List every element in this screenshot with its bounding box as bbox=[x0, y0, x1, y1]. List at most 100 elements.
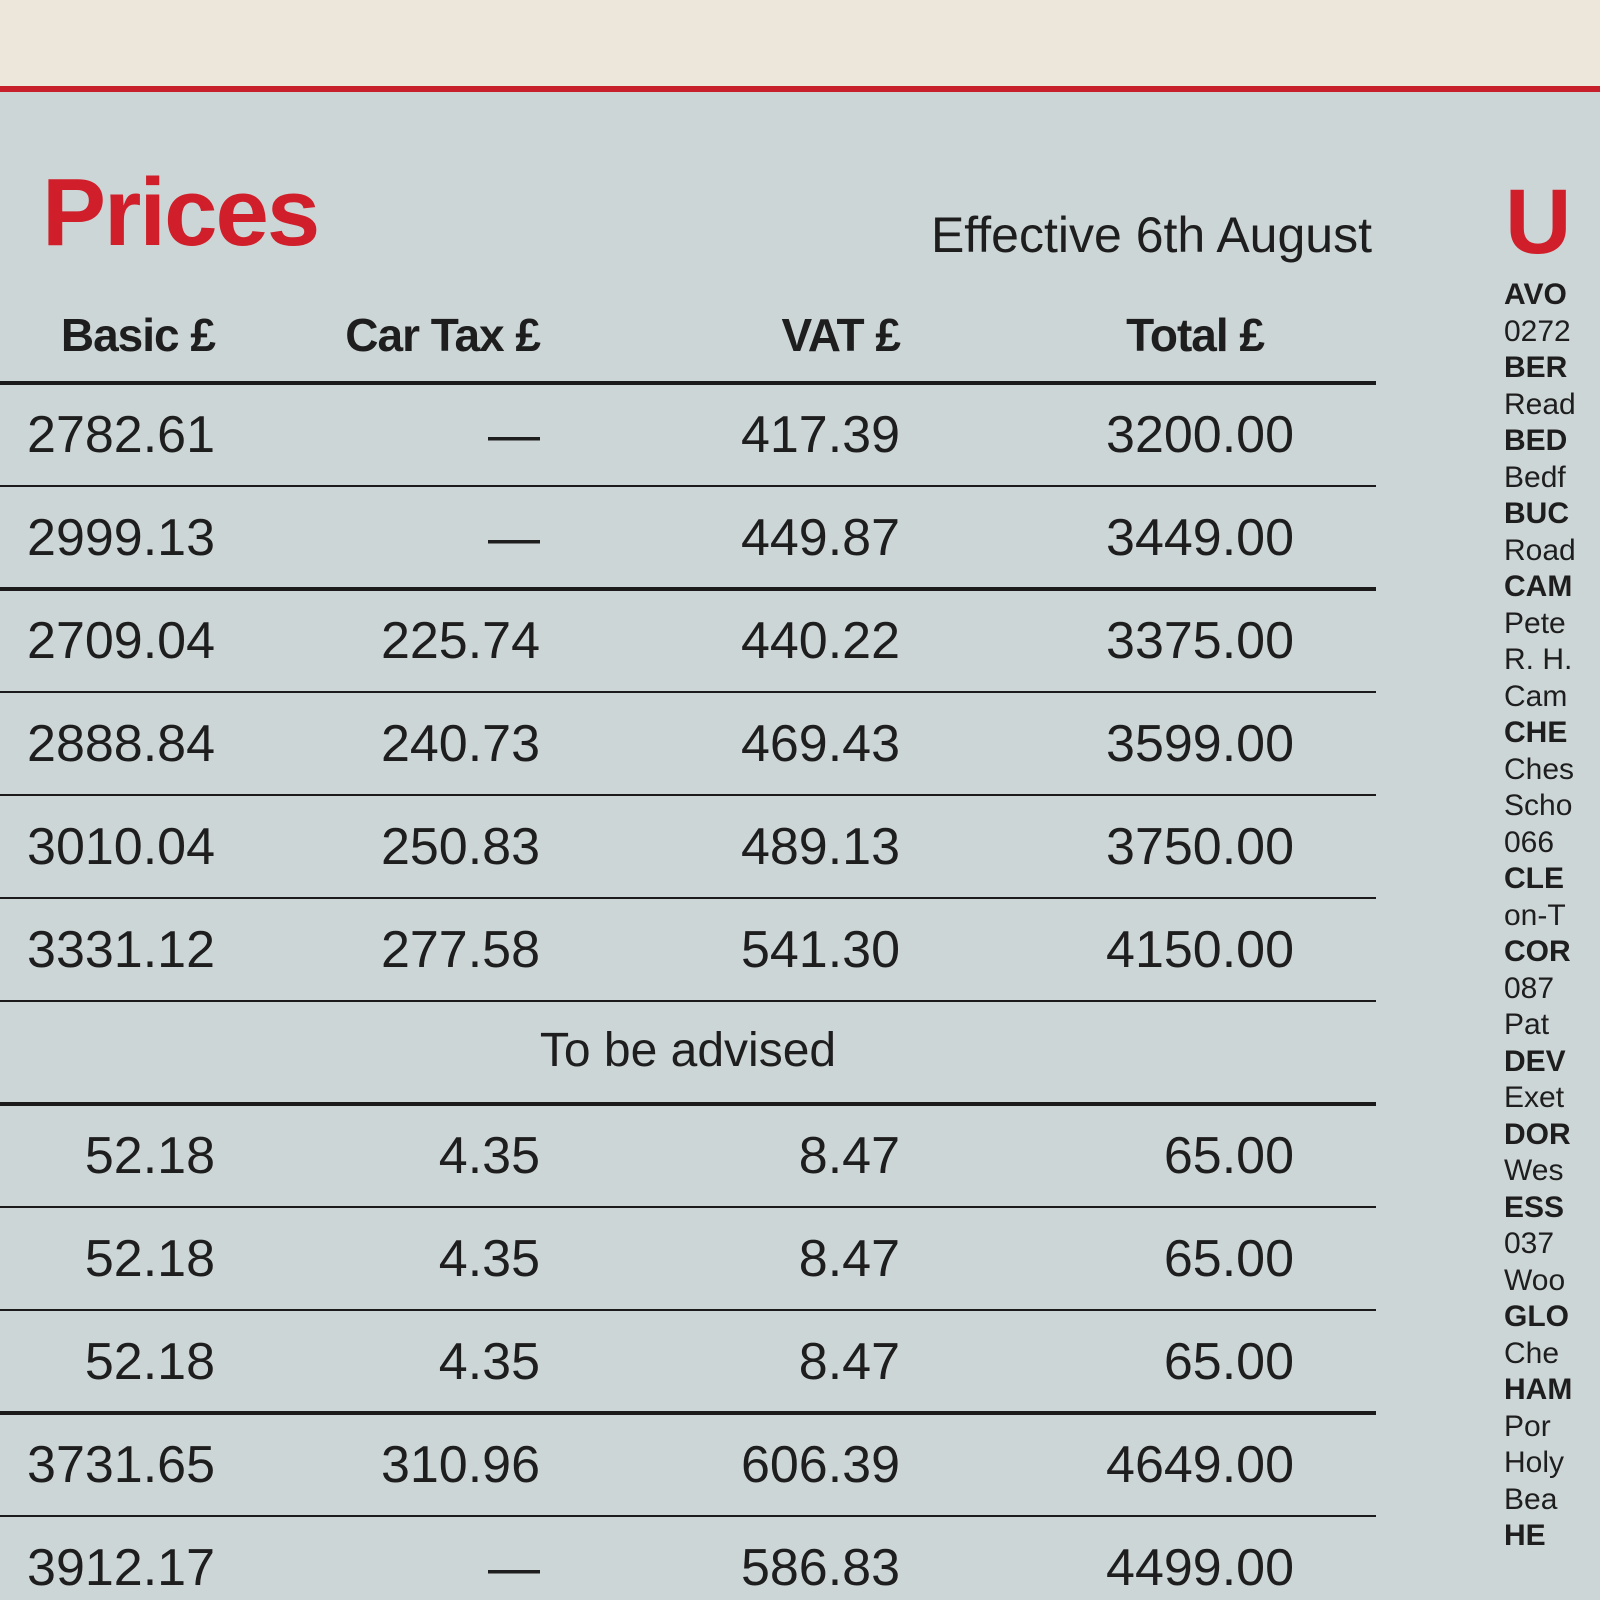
cell: 4150.00 bbox=[1106, 920, 1294, 979]
effective-date: Effective 6th August bbox=[930, 207, 1372, 263]
cell: 4.35 bbox=[438, 1229, 540, 1288]
cell: 2782.61 bbox=[27, 405, 215, 464]
sidebar-entry: Pat bbox=[1504, 1008, 1550, 1041]
sidebar-entry: Bea bbox=[1504, 1482, 1558, 1516]
cell: — bbox=[488, 1538, 540, 1597]
cell: 3449.00 bbox=[1106, 508, 1294, 567]
cell: 3912.17 bbox=[27, 1538, 215, 1597]
cell: 3599.00 bbox=[1106, 714, 1294, 773]
sidebar-entry: Bedf bbox=[1504, 460, 1566, 494]
thin-rule bbox=[0, 1206, 1376, 1208]
sidebar-entry: AVO bbox=[1504, 278, 1567, 311]
cell: 4499.00 bbox=[1106, 1538, 1294, 1597]
cell: 8.47 bbox=[798, 1229, 900, 1288]
thin-rule bbox=[0, 794, 1376, 796]
column-header: VAT £ bbox=[781, 309, 901, 361]
sidebar-entry: Che bbox=[1504, 1336, 1560, 1370]
sidebar-entry: COR bbox=[1504, 935, 1571, 968]
cell: 3375.00 bbox=[1106, 611, 1294, 670]
note: To be advised bbox=[539, 1023, 837, 1077]
cell: 4.35 bbox=[438, 1332, 540, 1391]
sidebar-entry: Cam bbox=[1504, 679, 1568, 713]
cell: 3200.00 bbox=[1106, 405, 1294, 464]
sidebar-entry: 087 bbox=[1504, 971, 1555, 1005]
cell: 52.18 bbox=[84, 1126, 215, 1185]
sidebar-entry: DEV bbox=[1504, 1044, 1566, 1078]
cell: 240.73 bbox=[380, 714, 540, 773]
thin-rule bbox=[0, 691, 1376, 693]
thin-rule bbox=[0, 1000, 1376, 1002]
sidebar-entry: ESS bbox=[1504, 1190, 1565, 1224]
cell: 52.18 bbox=[84, 1229, 215, 1288]
cell: 3750.00 bbox=[1106, 817, 1294, 876]
cell: 606.39 bbox=[740, 1435, 900, 1494]
cell: 469.43 bbox=[740, 714, 900, 773]
sidebar-entry: on-T bbox=[1504, 898, 1566, 932]
cell: 3331.12 bbox=[27, 920, 215, 979]
sidebar-entry: CAM bbox=[1504, 570, 1573, 603]
cell: 449.87 bbox=[740, 508, 900, 567]
sidebar-entry: Read bbox=[1504, 387, 1576, 421]
sidebar-entry: Exet bbox=[1504, 1081, 1565, 1114]
sidebar-entry: Pete bbox=[1504, 606, 1566, 640]
cell: 65.00 bbox=[1163, 1229, 1294, 1288]
red-rule bbox=[0, 86, 1600, 92]
thick-rule bbox=[0, 1102, 1376, 1106]
sidebar-entry: Holy bbox=[1504, 1446, 1565, 1479]
cell: 3731.65 bbox=[27, 1435, 215, 1494]
cell: 8.47 bbox=[798, 1332, 900, 1391]
sidebar-entry: BUC bbox=[1504, 497, 1569, 530]
cell: 586.83 bbox=[740, 1538, 900, 1597]
sidebar-entry: BED bbox=[1504, 424, 1568, 457]
cell: 4.35 bbox=[438, 1126, 540, 1185]
cell: 277.58 bbox=[380, 920, 540, 979]
sidebar-entry: 066 bbox=[1504, 825, 1555, 859]
sidebar-entry: 037 bbox=[1504, 1227, 1555, 1260]
sidebar-entry: Por bbox=[1504, 1409, 1551, 1443]
sidebar-entry: CHE bbox=[1504, 716, 1568, 749]
column-header: Total £ bbox=[1126, 309, 1265, 361]
cell: — bbox=[488, 405, 540, 464]
cell: 65.00 bbox=[1163, 1126, 1294, 1185]
cell: 2999.13 bbox=[27, 508, 215, 567]
cell: 4649.00 bbox=[1106, 1435, 1294, 1494]
cell: 2709.04 bbox=[27, 611, 215, 670]
thin-rule bbox=[0, 485, 1376, 487]
thin-rule bbox=[0, 1515, 1376, 1517]
sidebar-entry: CLE bbox=[1504, 862, 1564, 895]
sidebar-entry: 0272 bbox=[1504, 314, 1571, 348]
column-header: Basic £ bbox=[60, 309, 216, 361]
page-edge bbox=[0, 0, 1600, 86]
cell: 52.18 bbox=[84, 1332, 215, 1391]
thin-rule bbox=[0, 1309, 1376, 1311]
cell: 541.30 bbox=[740, 920, 900, 979]
sidebar-entry: Ches bbox=[1504, 752, 1575, 786]
cell: 65.00 bbox=[1163, 1332, 1294, 1391]
cell: 440.22 bbox=[740, 611, 900, 670]
thick-rule bbox=[0, 381, 1376, 385]
cell: 3010.04 bbox=[27, 817, 215, 876]
sidebar-entry: Scho bbox=[1504, 789, 1573, 822]
sidebar-entry: Wes bbox=[1504, 1154, 1564, 1187]
sidebar-entry: HE bbox=[1504, 1519, 1546, 1552]
sidebar-entry: BER bbox=[1504, 351, 1568, 384]
column-header: Car Tax £ bbox=[345, 309, 541, 361]
thick-rule bbox=[0, 1411, 1376, 1415]
thick-rule bbox=[0, 587, 1376, 591]
sidebar-entry: R. H. bbox=[1504, 643, 1573, 676]
title: Prices bbox=[42, 159, 320, 266]
cell: — bbox=[488, 508, 540, 567]
cell: 250.83 bbox=[380, 817, 540, 876]
cell: 2888.84 bbox=[27, 714, 215, 773]
sidebar-entry: DOR bbox=[1504, 1117, 1571, 1151]
thin-rule bbox=[0, 897, 1376, 899]
sidebar-entry: Road bbox=[1504, 533, 1576, 567]
sidebar-entry: HAM bbox=[1504, 1373, 1573, 1406]
sidebar-title: U bbox=[1505, 171, 1572, 273]
sidebar-entry: GLO bbox=[1504, 1300, 1569, 1333]
sidebar-entry: Woo bbox=[1504, 1263, 1566, 1297]
cell: 417.39 bbox=[740, 405, 900, 464]
cell: 225.74 bbox=[380, 611, 540, 670]
cell: 489.13 bbox=[740, 817, 900, 876]
